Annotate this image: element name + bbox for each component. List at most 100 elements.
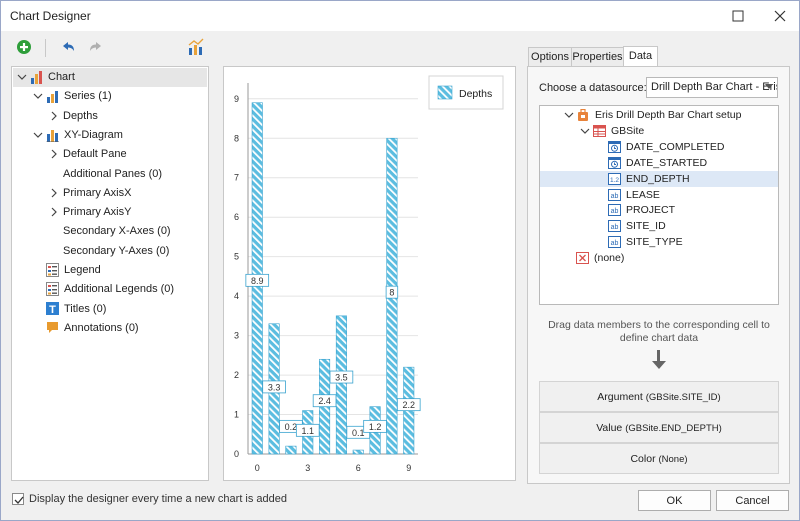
tree-expander[interactable]	[49, 149, 59, 159]
chevron-down-icon[interactable]	[564, 110, 574, 120]
color-cell[interactable]: Color (None)	[539, 443, 779, 474]
chevron-down-icon[interactable]	[17, 72, 27, 82]
y-tick-label: 7	[234, 173, 239, 183]
tree-expander[interactable]	[33, 130, 43, 140]
tree-item-legend[interactable]: Legend	[13, 261, 207, 280]
designer-checkbox[interactable]	[12, 493, 24, 505]
field-item-gbsite[interactable]: GBSite	[540, 123, 778, 139]
drag-hint-line2: define chart data	[619, 332, 699, 344]
ok-button[interactable]: OK	[638, 490, 711, 511]
titles-icon: T	[46, 301, 59, 316]
argument-cell[interactable]: Argument (GBSite.SITE_ID)	[539, 381, 779, 412]
tree-item-annotations-0[interactable]: Annotations (0)	[13, 319, 207, 338]
chart-icon	[31, 71, 42, 84]
field-item-site-type[interactable]: ab SITE_TYPE	[540, 234, 778, 250]
tab-data[interactable]: Data	[623, 46, 658, 67]
annotation-icon	[47, 321, 58, 333]
toolbar	[1, 31, 799, 61]
field-item-project[interactable]: ab PROJECT	[540, 202, 778, 218]
cancel-button[interactable]: Cancel	[716, 490, 789, 511]
tree-item-series-1[interactable]: Series (1)	[13, 87, 207, 106]
legend-icon	[46, 282, 59, 297]
tree-item-secondary-y-axes-0[interactable]: Secondary Y-Axes (0)	[13, 242, 207, 261]
tree-item-additional-legends-0[interactable]: Additional Legends (0)	[13, 280, 207, 299]
chevron-right-icon[interactable]	[49, 111, 59, 121]
field-item-date-started[interactable]: DATE_STARTED	[540, 155, 778, 171]
datasource-field-tree[interactable]: Eris Drill Depth Bar Chart setup GBSite DA…	[539, 105, 779, 305]
field-label: END_DEPTH	[626, 172, 690, 185]
tree-item-chart[interactable]: Chart	[13, 68, 207, 87]
argument-value: (GBSite.SITE_ID)	[645, 392, 721, 403]
tree-expander[interactable]	[33, 91, 43, 101]
tree-item-label: Legend	[64, 264, 101, 276]
series-icon	[46, 89, 60, 104]
field-item-date-completed[interactable]: DATE_COMPLETED	[540, 139, 778, 155]
tree-item-default-pane[interactable]: Default Pane	[13, 145, 207, 164]
redo-button[interactable]	[85, 36, 107, 58]
tree-item-primary-axisx[interactable]: Primary AxisX	[13, 184, 207, 203]
data-label-7: 1.2	[369, 422, 382, 432]
svg-text:ab: ab	[611, 208, 619, 215]
svg-text:1.2: 1.2	[610, 177, 619, 184]
chart-wizard-button[interactable]	[185, 36, 207, 58]
chevron-right-icon[interactable]	[49, 188, 59, 198]
tree-expander[interactable]	[49, 188, 59, 198]
value-cell[interactable]: Value (GBSite.END_DEPTH)	[539, 412, 779, 443]
tab-properties[interactable]: Properties	[571, 47, 624, 67]
tree-item-label: Primary AxisY	[63, 206, 132, 219]
chart-elements-tree[interactable]: Chart Series (1) Depths XY-Diagram Default P…	[11, 66, 209, 481]
titles-icon: T	[46, 301, 60, 316]
chart-icon	[30, 70, 44, 84]
data-label-box	[312, 394, 337, 408]
tree-item-primary-axisy[interactable]: Primary AxisY	[13, 203, 207, 222]
data-label-6: 0.1	[352, 428, 365, 438]
field-item-site-id[interactable]: ab SITE_ID	[540, 218, 778, 234]
chevron-down-icon[interactable]	[580, 126, 590, 136]
field-item-lease[interactable]: ab LEASE	[540, 187, 778, 203]
tree-item-secondary-x-axes-0[interactable]: Secondary X-Axes (0)	[13, 222, 207, 241]
chart-wizard-icon	[188, 38, 204, 55]
chevron-right-icon[interactable]	[49, 149, 59, 159]
chevron-right-icon[interactable]	[49, 207, 59, 217]
field-item-none[interactable]: (none)	[540, 250, 778, 266]
undo-icon	[63, 42, 74, 51]
close-button[interactable]	[759, 1, 800, 31]
field-item-eris-drill-depth-bar-chart-setup[interactable]: Eris Drill Depth Bar Chart setup	[540, 107, 778, 123]
date-icon	[608, 156, 622, 169]
x-tick-label: 3	[305, 463, 310, 473]
chevron-down-icon[interactable]	[33, 91, 43, 101]
tree-expander[interactable]	[17, 72, 27, 82]
tree-item-label: Additional Legends (0)	[64, 283, 175, 296]
maximize-button[interactable]	[715, 1, 761, 31]
field-expander[interactable]	[580, 126, 590, 136]
chart-preview[interactable]: 0 1 2 3 4 5 6 7 8 9 8.9 3.3 0.2 1.1 2.4 3.5 0.1 1.2 8 2.2 0 3…	[223, 66, 516, 481]
tree-item-label: Secondary Y-Axes (0)	[63, 244, 170, 257]
bar-6	[352, 449, 364, 455]
tree-item-depths[interactable]: Depths	[13, 107, 207, 126]
field-expander[interactable]	[564, 110, 574, 120]
tree-item-titles-0[interactable]: T Titles (0)	[13, 300, 207, 319]
tree-expander[interactable]	[49, 111, 59, 121]
text-icon: ab	[608, 220, 622, 233]
diagram-icon	[46, 129, 59, 143]
text-icon: ab	[608, 204, 622, 217]
text-icon: ab	[608, 220, 621, 233]
chevron-down-icon[interactable]	[33, 130, 43, 140]
data-panel: Choose a datasource: Drill Depth Bar Cha…	[527, 66, 790, 484]
data-label-3: 1.1	[301, 426, 314, 436]
tree-expander[interactable]	[49, 207, 59, 217]
legend-icon	[46, 282, 60, 297]
x-tick-label: 9	[406, 463, 411, 473]
data-label-box	[262, 380, 286, 394]
x-tick-label: 0	[255, 463, 260, 473]
close-icon	[774, 10, 786, 22]
tab-options[interactable]: Options	[528, 47, 572, 67]
tree-item-additional-panes-0[interactable]: Additional Panes (0)	[13, 165, 207, 184]
title-bar: Chart Designer	[1, 1, 799, 31]
field-item-end-depth[interactable]: 1.2 END_DEPTH	[540, 170, 778, 187]
datasource-select[interactable]: Drill Depth Bar Chart - Eris	[646, 77, 778, 98]
undo-button[interactable]	[57, 36, 79, 58]
add-button[interactable]	[13, 36, 35, 58]
tree-item-xy-diagram[interactable]: XY-Diagram	[13, 126, 207, 145]
y-tick-label: 3	[234, 331, 239, 341]
